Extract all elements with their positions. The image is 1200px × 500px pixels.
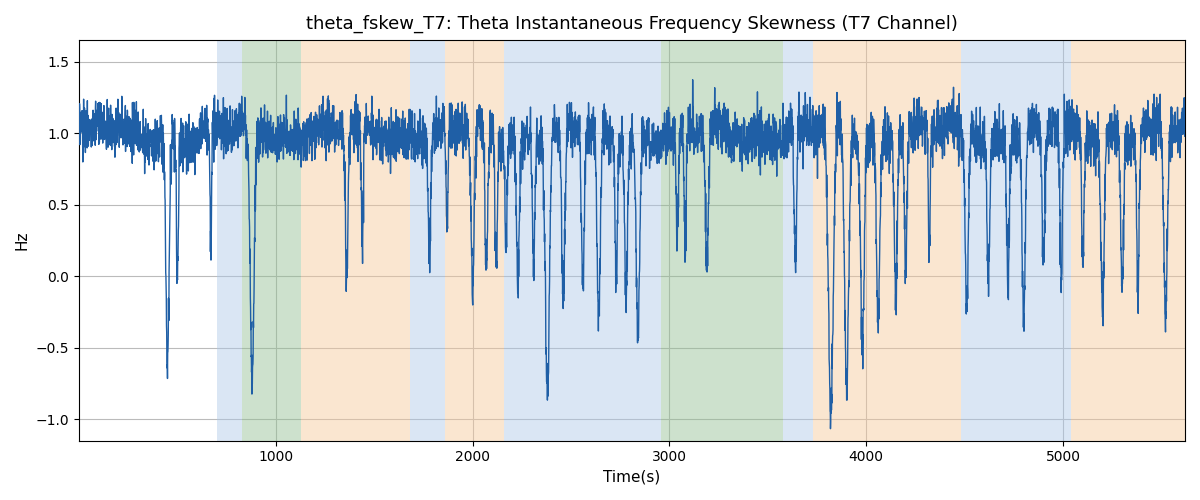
Bar <box>217 40 242 440</box>
X-axis label: Time(s): Time(s) <box>604 470 660 485</box>
Bar <box>961 40 992 440</box>
Bar <box>445 40 504 440</box>
Bar <box>643 40 661 440</box>
Bar <box>814 40 961 440</box>
Bar <box>409 40 445 440</box>
Bar <box>661 40 784 440</box>
Bar <box>504 40 643 440</box>
Bar <box>1070 40 1186 440</box>
Bar <box>301 40 409 440</box>
Title: theta_fskew_T7: Theta Instantaneous Frequency Skewness (T7 Channel): theta_fskew_T7: Theta Instantaneous Freq… <box>306 15 958 34</box>
Bar <box>992 40 1070 440</box>
Bar <box>242 40 301 440</box>
Y-axis label: Hz: Hz <box>14 230 30 250</box>
Bar <box>784 40 814 440</box>
